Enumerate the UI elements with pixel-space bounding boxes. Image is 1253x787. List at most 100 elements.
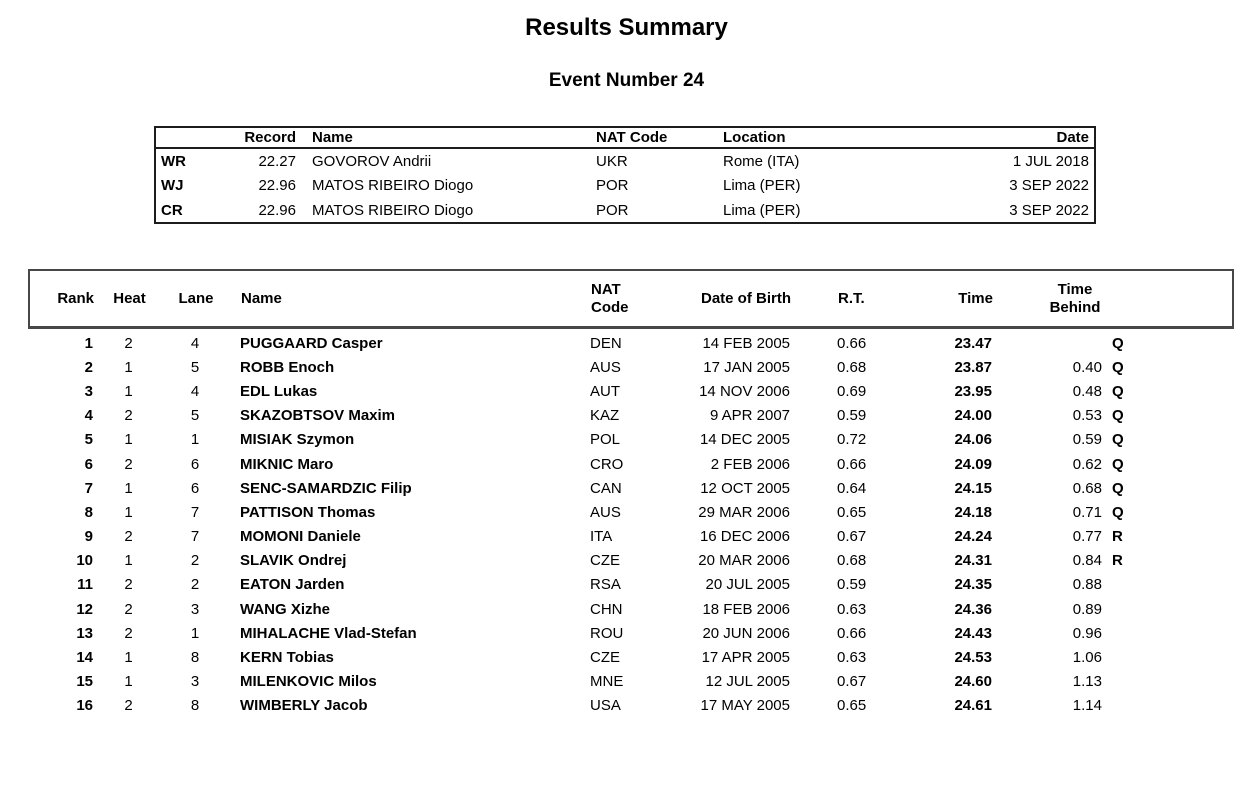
record-row: WR 22.27 GOVOROV Andrii UKR Rome (ITA) 1… [155,148,1095,173]
result-reaction-time: 0.64 [837,479,867,497]
result-nat-code: CRO [590,455,624,473]
record-holder-name: GOVOROV Andrii [312,152,432,170]
result-reaction-time: 0.59 [837,576,867,594]
result-reaction-time: 0.68 [837,552,867,570]
result-time-behind: 0.59 [1072,431,1102,449]
result-date-of-birth: 14 DEC 2005 [699,431,790,449]
result-time: 24.53 [954,649,992,667]
result-qualification-flag [1105,645,1232,669]
result-date-of-birth: 17 APR 2005 [701,649,790,667]
result-swimmer-name: ROBB Enoch [240,358,335,376]
result-rank: 15 [76,673,93,691]
result-reaction-time: 0.65 [837,697,867,715]
result-date-of-birth: 14 FEB 2005 [702,334,790,352]
results-header-heat: Heat [113,289,146,307]
result-swimmer-name: MISIAK Szymon [240,431,355,449]
result-nat-code: POL [590,431,621,449]
result-lane: 7 [190,503,200,521]
page-title: Results Summary [525,14,728,41]
result-row: 3 1 4 EDL Lukas AUT 14 NOV 2006 0.69 23.… [28,379,1232,403]
result-row: 4 2 5 SKAZOBTSOV Maxim KAZ 9 APR 2007 0.… [28,404,1232,428]
result-time-behind: 0.40 [1072,358,1102,376]
result-time-behind: 1.14 [1072,697,1102,715]
result-row: 14 1 8 KERN Tobias CZE 17 APR 2005 0.63 … [28,645,1232,669]
result-rank: 3 [84,382,93,400]
result-rank: 14 [76,649,93,667]
result-heat: 1 [124,673,133,691]
result-lane: 5 [190,407,200,425]
result-heat: 2 [124,334,133,352]
records-table-header: Record Name NAT Code Location Date [155,127,1095,149]
results-header-nat-code: NAT Code [579,270,664,328]
result-row: 7 1 6 SENC-SAMARDZIC Filip CAN 12 OCT 20… [28,476,1232,500]
result-nat-code: DEN [590,334,622,352]
result-time: 24.43 [954,624,992,642]
result-qualification-flag [1105,597,1232,621]
result-rank: 12 [76,600,93,618]
record-location: Lima (PER) [723,177,801,194]
result-time: 24.35 [954,576,992,594]
record-date: 3 SEP 2022 [1009,177,1089,194]
result-lane: 6 [190,479,200,497]
result-heat: 1 [124,358,133,376]
result-rank: 7 [84,479,93,497]
result-reaction-time: 0.63 [837,649,867,667]
result-time: 24.15 [954,479,992,497]
record-date: 3 SEP 2022 [1009,201,1089,219]
result-time-behind: 0.84 [1072,552,1102,570]
records-header-name: Name [297,127,585,149]
result-nat-code: RSA [590,576,621,594]
result-qualification-flag: Q [1112,407,1124,425]
result-date-of-birth: 20 JUL 2005 [705,576,790,594]
result-rank: 8 [84,503,93,521]
result-time-behind: 0.53 [1072,407,1102,425]
result-date-of-birth: 17 MAY 2005 [700,697,790,715]
result-rank: 6 [84,455,93,473]
record-row: CR 22.96 MATOS RIBEIRO Diogo POR Lima (P… [155,198,1095,223]
result-time-behind: 0.96 [1072,624,1102,642]
result-qualification-flag: Q [1112,431,1124,449]
result-date-of-birth: 12 OCT 2005 [700,479,790,497]
result-nat-code: CZE [590,552,620,570]
record-time: 22.27 [258,152,296,170]
record-time: 22.96 [258,177,296,194]
result-date-of-birth: 9 APR 2007 [709,407,790,425]
record-location: Rome (ITA) [723,152,800,170]
result-time-behind: 1.06 [1072,649,1102,667]
results-header-nat-line1: NAT [591,280,621,298]
result-nat-code: AUS [590,503,621,521]
results-header-nat-line2: Code [591,298,629,316]
event-number-subtitle: Event Number 24 [548,70,705,91]
records-header-date: Date [956,127,1095,149]
result-time: 24.36 [954,600,992,618]
record-nat-code: UKR [596,152,628,170]
result-lane: 6 [190,455,200,473]
result-nat-code: USA [590,697,621,715]
result-heat: 1 [124,649,133,667]
result-qualification-flag: Q [1112,334,1124,352]
result-heat: 2 [124,624,133,642]
result-swimmer-name: KERN Tobias [240,649,334,667]
results-table-body: 1 2 4 PUGGAARD Casper DEN 14 FEB 2005 0.… [28,331,1232,718]
result-reaction-time: 0.63 [837,600,867,618]
result-date-of-birth: 20 MAR 2006 [698,552,790,570]
result-lane: 4 [190,334,200,352]
result-qualification-flag [1105,694,1232,718]
records-table-body: WR 22.27 GOVOROV Andrii UKR Rome (ITA) 1… [155,148,1095,223]
record-date: 1 JUL 2018 [1012,152,1089,170]
result-time: 24.61 [954,697,992,715]
result-heat: 2 [124,697,133,715]
result-time-behind: 0.48 [1072,382,1102,400]
result-heat: 1 [124,382,133,400]
result-row: 16 2 8 WIMBERLY Jacob USA 17 MAY 2005 0.… [28,694,1232,718]
result-time: 24.60 [954,673,992,691]
result-swimmer-name: SLAVIK Ondrej [240,552,347,570]
result-reaction-time: 0.66 [837,334,867,352]
result-row: 9 2 7 MOMONI Daniele ITA 16 DEC 2006 0.6… [28,525,1232,549]
result-time-behind: 0.88 [1072,576,1102,594]
results-header-reaction-time: R.T. [838,289,865,307]
result-time: 24.18 [954,503,992,521]
result-date-of-birth: 20 JUN 2006 [702,624,790,642]
result-reaction-time: 0.66 [837,624,867,642]
record-row: WJ 22.96 MATOS RIBEIRO Diogo POR Lima (P… [155,173,1095,198]
